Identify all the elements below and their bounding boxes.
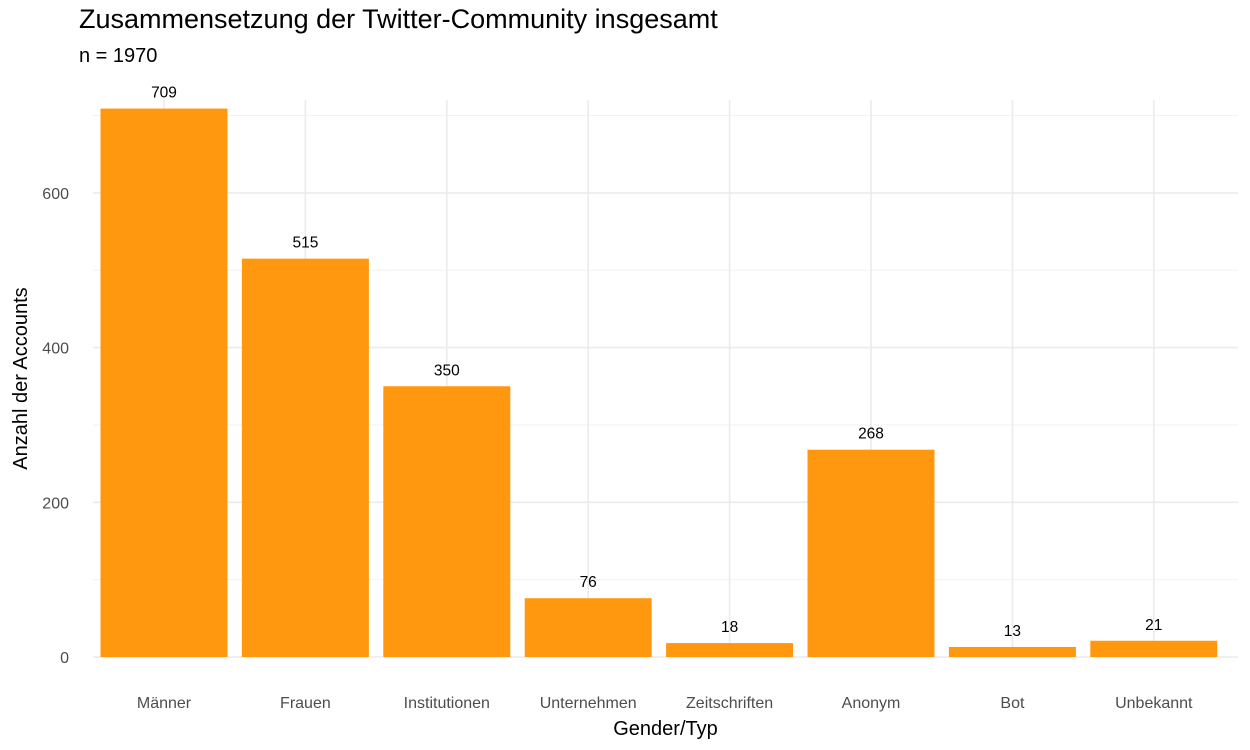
y-tick-label: 200 (42, 495, 69, 512)
chart-subtitle: n = 1970 (79, 45, 158, 67)
bar (948, 646, 1076, 657)
data-label: 515 (292, 235, 318, 252)
x-tick-label: Unternehmen (540, 695, 637, 712)
bar (1090, 640, 1218, 657)
data-label: 350 (434, 362, 460, 379)
bar (807, 449, 935, 657)
bar (383, 386, 511, 657)
data-label: 21 (1145, 617, 1162, 634)
x-tick-labels: Männer Frauen Institutionen Unternehmen Zeit… (137, 695, 1193, 712)
x-axis-title: Gender/Typ (613, 718, 718, 740)
chart-title: Zusammensetzung der Twitter-Community in… (79, 4, 718, 34)
x-tick-label: Unbekannt (1115, 695, 1193, 712)
bar (100, 108, 228, 657)
data-labels: 709 515 350 76 18 268 13 21 (151, 85, 1162, 640)
y-tick-label: 400 (42, 341, 69, 358)
data-label: 18 (721, 619, 738, 636)
bar (241, 258, 369, 657)
y-tick-label: 600 (42, 186, 69, 203)
x-tick-label: Männer (137, 695, 192, 712)
y-tick-labels: 0 200 400 600 (42, 186, 69, 667)
x-tick-label: Frauen (280, 695, 331, 712)
bar (666, 643, 794, 657)
x-tick-label: Anonym (842, 695, 901, 712)
data-label: 76 (580, 574, 597, 591)
x-tick-label: Bot (1000, 695, 1025, 712)
y-tick-label: 0 (60, 650, 69, 667)
data-label: 13 (1004, 623, 1021, 640)
bar (524, 598, 652, 657)
y-axis-title: Anzahl der Accounts (10, 287, 32, 469)
x-tick-label: Zeitschriften (686, 695, 773, 712)
bars (100, 108, 1218, 657)
data-label: 268 (858, 426, 884, 443)
data-label: 709 (151, 85, 177, 102)
x-tick-label: Institutionen (404, 695, 490, 712)
